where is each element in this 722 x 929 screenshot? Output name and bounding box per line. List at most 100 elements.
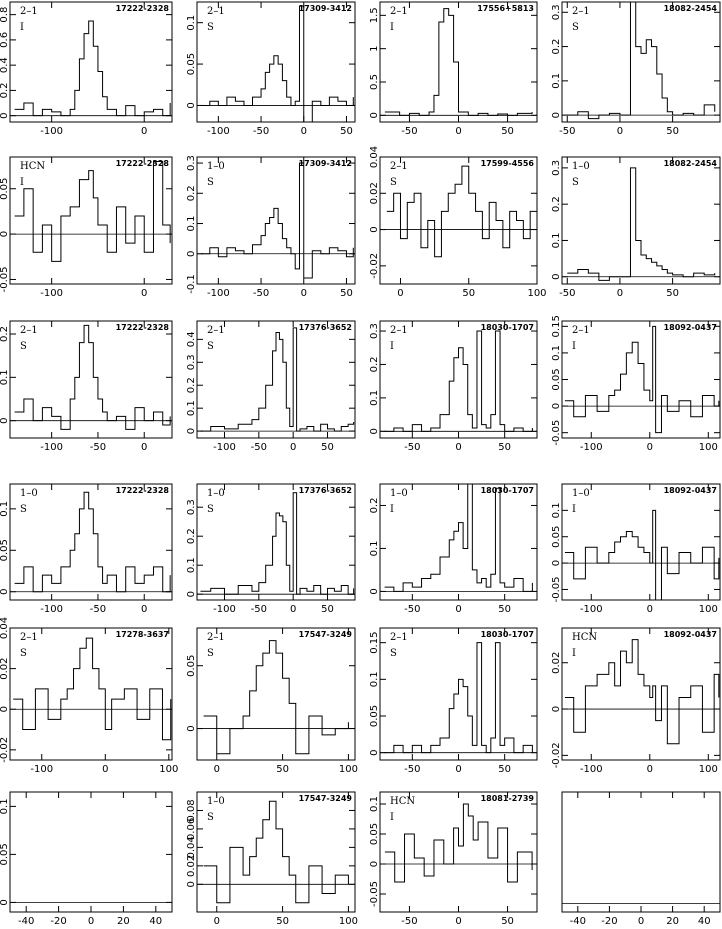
annotation: I: [390, 22, 394, 33]
panel-frame: [196, 320, 356, 439]
source-name: 18030-1707: [481, 323, 534, 332]
y-tick-label: 0.04: [186, 836, 197, 858]
y-tick-label: 0: [551, 560, 562, 566]
y-tick-label: -0.05: [0, 267, 10, 293]
x-tick-label: 0: [102, 764, 108, 775]
y-tick-label: 0.1: [186, 400, 197, 416]
x-tick-label: -50: [251, 604, 267, 615]
x-tick-label: 0: [301, 126, 307, 137]
y-tick-label: -0.05: [551, 577, 562, 603]
panel-frame: [196, 627, 356, 761]
panel: -100 0 100 -0.02 0 0.02 18092-0437 HCN I: [551, 627, 721, 775]
annotation: S: [207, 177, 214, 188]
annotation: S: [207, 22, 214, 33]
annotation: 2–1: [572, 325, 590, 336]
x-tick-label: -100: [40, 442, 63, 453]
x-tick-label: -100: [213, 442, 236, 453]
x-tick-label: 0: [647, 604, 653, 615]
x-tick-label: -40: [570, 916, 586, 927]
x-tick-label: -50: [253, 288, 269, 299]
x-tick-label: 0: [290, 442, 296, 453]
y-tick-label: 0.02: [369, 182, 380, 204]
panel: -50 0 50 0 0.1 0.2 0.3 18082-2454 2–1 S: [551, 1, 721, 137]
spectrum: [14, 324, 171, 430]
spectrum: [384, 484, 533, 592]
x-tick-label: 0: [647, 442, 653, 453]
y-tick-label: 0.2: [369, 498, 380, 514]
spectrum: [386, 165, 537, 258]
y-tick-label: 0: [186, 428, 197, 434]
y-tick-label: 0.15: [551, 315, 562, 337]
y-tick-label: 0.5: [369, 74, 380, 90]
annotation: 1–0: [390, 488, 408, 499]
annotation: 1–0: [20, 488, 38, 499]
y-tick-label: 0: [0, 417, 10, 423]
x-tick-label: -100: [207, 126, 230, 137]
x-tick-label: 0: [88, 916, 94, 927]
x-tick-label: -20: [50, 916, 66, 927]
annotation: I: [20, 22, 24, 33]
spectrum: [200, 492, 355, 595]
panel-frame: [561, 791, 721, 913]
y-tick-label: 0.1: [0, 501, 10, 517]
x-tick-label: 100: [699, 764, 718, 775]
annotation: HCN: [390, 796, 415, 807]
x-tick-label: 50: [498, 604, 511, 615]
x-tick-label: 0: [214, 916, 220, 927]
annotation: 2–1: [20, 632, 38, 643]
panel: -50 0 50 0 0.5 1 1.5 17556+5813 2–1 I: [369, 1, 538, 137]
y-tick-label: 0.15: [369, 632, 380, 654]
y-tick-label: 0.1: [369, 540, 380, 556]
annotation: 2–1: [390, 325, 408, 336]
y-tick-label: 0.05: [0, 843, 10, 865]
source-name: 17376-3652: [299, 486, 352, 495]
x-tick-label: 100: [339, 764, 358, 775]
source-name: 17222-2328: [116, 159, 170, 168]
y-tick-label: 0.2: [0, 82, 10, 98]
x-tick-label: 20: [117, 916, 130, 927]
panel: -100 0 -0.05 0 0.05 17222-2328 HCN I: [0, 156, 173, 299]
source-name: 18030-1707: [481, 486, 534, 495]
spectrum: [203, 800, 349, 904]
annotation: I: [572, 341, 576, 352]
annotation: 1–0: [207, 796, 225, 807]
x-tick-label: 50: [321, 442, 334, 453]
x-tick-label: 50: [501, 126, 514, 137]
panel-frame: [561, 483, 721, 601]
source-name: 18081-2739: [481, 794, 535, 803]
x-tick-label: 50: [340, 126, 353, 137]
y-tick-label: 0.1: [186, 216, 197, 232]
x-tick-label: -100: [40, 604, 63, 615]
panel: -100 -50 0 50 -0.1 0 0.1 0.2 0.3 17309-3412 1–0 S: [186, 155, 356, 299]
y-tick-label: 0.2: [369, 357, 380, 373]
y-tick-label: 0.3: [186, 354, 197, 370]
y-tick-label: 0.02: [551, 652, 562, 674]
spectrum: [13, 637, 172, 741]
panel: -100 0 0 0.2 0.4 0.6 0.8 17222-2328 2–1 I: [0, 1, 173, 137]
y-tick-label: 0.3: [186, 499, 197, 515]
y-tick-label: 1: [369, 45, 380, 51]
y-tick-label: 0: [551, 274, 562, 280]
source-name: 17222-2328: [116, 486, 170, 495]
x-tick-label: -50: [90, 604, 106, 615]
x-tick-label: 50: [501, 916, 514, 927]
annotation: I: [390, 812, 394, 823]
panel-frame: [9, 320, 173, 439]
annotation: I: [572, 648, 576, 659]
x-tick-label: 0: [397, 288, 403, 299]
spectrum: [203, 640, 349, 755]
y-tick-label: 0.2: [186, 528, 197, 544]
spectrum: [200, 327, 355, 432]
spectrum: [14, 491, 171, 593]
panel-frame: [196, 1, 356, 123]
x-tick-label: 0: [141, 126, 147, 137]
panel-frame: [9, 156, 173, 285]
y-tick-label: 0: [369, 749, 380, 755]
y-tick-label: 0.2: [186, 185, 197, 201]
panel-frame: [379, 156, 538, 285]
y-tick-label: 0: [369, 588, 380, 594]
panel-frame: [9, 483, 173, 601]
y-tick-label: 0.06: [186, 818, 197, 840]
y-tick-label: 0: [0, 589, 10, 595]
y-tick-label: 0.1: [0, 369, 10, 385]
